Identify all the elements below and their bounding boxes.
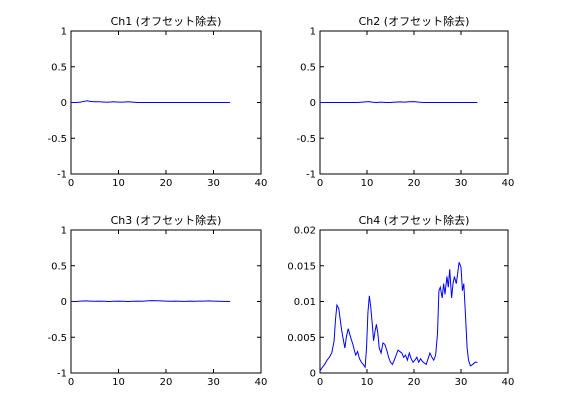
plot-4-xtick-label: 10 bbox=[361, 377, 374, 388]
plot-2-xtick-label: 10 bbox=[361, 178, 374, 189]
plot-4-ytick-label: 0.02 bbox=[294, 226, 316, 237]
plot-4-axes-box bbox=[319, 229, 509, 374]
plot-3-xtick-label: 40 bbox=[255, 377, 268, 388]
plot-2-series-line bbox=[320, 101, 478, 104]
plot-4-ytick-label: 0.01 bbox=[294, 297, 316, 308]
plot-3-xtick-label: 30 bbox=[207, 377, 220, 388]
plot-2-ytick-label: -1 bbox=[306, 170, 316, 181]
plot-3-series-line bbox=[71, 300, 231, 303]
plot-1-ytick-label: -0.5 bbox=[47, 134, 67, 145]
plot-4-xtick-label: 20 bbox=[408, 377, 421, 388]
plot-2-ytick-label: -0.5 bbox=[296, 134, 316, 145]
plot-3-ytick-label: 0.5 bbox=[51, 261, 67, 272]
plot-3-xtick-label: 10 bbox=[112, 377, 125, 388]
plot-1-xtick-label: 40 bbox=[255, 178, 268, 189]
plot-4-ytick-label: 0.015 bbox=[287, 261, 316, 272]
plot-1-xtick-label: 20 bbox=[160, 178, 173, 189]
plot-1-xtick-label: 10 bbox=[112, 178, 125, 189]
plot-2-title: Ch2 (オフセット除去) bbox=[359, 14, 470, 28]
plot-1-xtick-label: 30 bbox=[207, 178, 220, 189]
plot-2-ytick-label: 0.5 bbox=[300, 62, 316, 73]
plot-3-xtick-label: 0 bbox=[68, 377, 74, 388]
plot-3-ytick-label: -0.5 bbox=[47, 333, 67, 344]
plot-3-ytick-label: 1 bbox=[61, 226, 67, 237]
plot-2-xtick-label: 20 bbox=[408, 178, 421, 189]
plot-4-xtick-label: 30 bbox=[455, 377, 468, 388]
plot-1-series-line bbox=[71, 100, 231, 103]
plot-2-xtick-label: 30 bbox=[455, 178, 468, 189]
plot-2-xtick-label: 40 bbox=[502, 178, 515, 189]
plot-4-series-line bbox=[319, 262, 478, 372]
plot-1-xtick-label: 0 bbox=[68, 178, 74, 189]
plot-1-ytick-label: 0 bbox=[61, 98, 67, 109]
plot-4-ytick-label: 0.005 bbox=[287, 333, 316, 344]
plot-1-ytick-label: 0.5 bbox=[51, 62, 67, 73]
plot-3-title: Ch3 (オフセット除去) bbox=[111, 213, 222, 227]
plot-2-ytick-label: 1 bbox=[310, 27, 316, 38]
plot-1-ytick-label: -1 bbox=[57, 170, 67, 181]
plot-1-ytick-label: 1 bbox=[61, 27, 67, 38]
plot-3-xtick-label: 20 bbox=[160, 377, 173, 388]
plot-4-xtick-label: 0 bbox=[317, 377, 323, 388]
plot-3-ytick-label: -1 bbox=[57, 369, 67, 380]
plot-4-title: Ch4 (オフセット除去) bbox=[359, 213, 470, 227]
plot-4-ytick-label: 0 bbox=[310, 369, 316, 380]
plot-2-xtick-label: 0 bbox=[317, 178, 323, 189]
plot-2-ytick-label: 0 bbox=[310, 98, 316, 109]
plot-4-xtick-label: 40 bbox=[502, 377, 515, 388]
plot-1-title: Ch1 (オフセット除去) bbox=[111, 14, 222, 28]
plot-3-ytick-label: 0 bbox=[61, 297, 67, 308]
